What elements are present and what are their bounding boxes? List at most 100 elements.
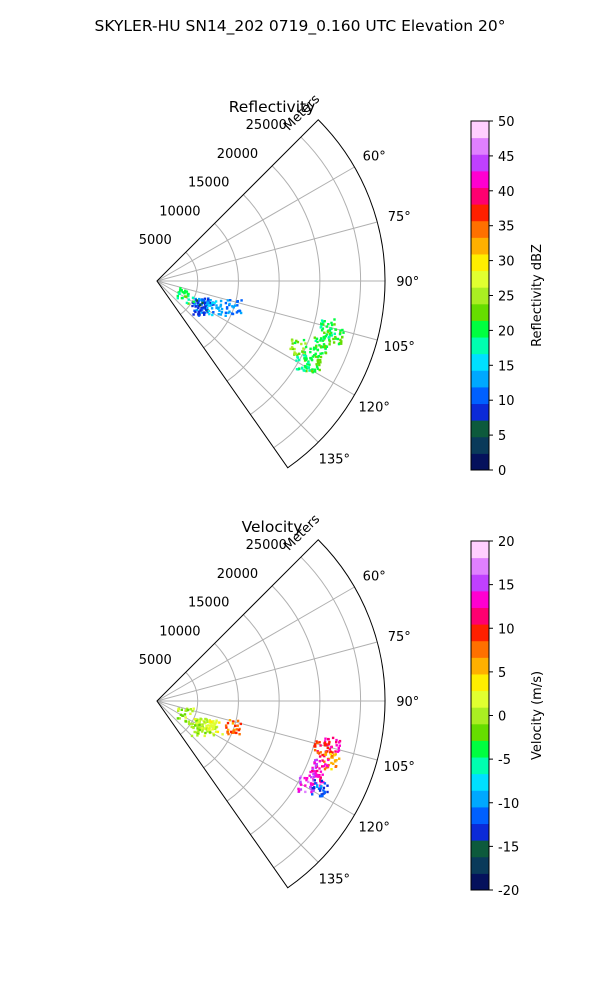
echo-pixel (299, 788, 303, 791)
echo-pixel (293, 347, 296, 351)
echo-pixel (232, 306, 235, 309)
echo-pixel (295, 359, 298, 362)
echo-pixel (198, 303, 202, 307)
azimuth-tick-label: 75° (388, 210, 411, 225)
echo-pixel (198, 297, 201, 301)
echo-pixel (215, 726, 218, 729)
echo-pixel (311, 768, 314, 771)
azimuth-gridline (156, 641, 378, 702)
echo-pixel (316, 361, 320, 364)
echo-cell (295, 354, 312, 372)
colorbar-tick-label: 50 (498, 115, 515, 130)
colorbar-band (471, 353, 489, 371)
echo-pixel (314, 355, 318, 358)
echo-pixel (334, 753, 337, 756)
echo-pixel (224, 314, 227, 317)
echo-pixel (313, 779, 316, 782)
echo-pixel (239, 722, 242, 726)
echo-pixel (212, 726, 215, 729)
echo-pixel (328, 748, 332, 751)
echo-pixel (322, 781, 325, 784)
echo-pixel (298, 352, 301, 355)
echo-pixel (195, 724, 198, 727)
echo-pixel (311, 766, 314, 770)
echo-pixel (240, 299, 243, 302)
echo-pixel (305, 367, 309, 370)
echo-pixel (296, 355, 299, 359)
echo-pixel (203, 313, 206, 316)
echo-pixel (238, 309, 241, 312)
echo-pixel (308, 774, 311, 777)
colorbar-tick-label: -15 (498, 840, 519, 855)
echo-pixel (209, 720, 212, 723)
echo-pixel (228, 310, 231, 313)
echo-pixel (316, 355, 319, 359)
echo-pixel (190, 734, 194, 738)
echo-pixel (201, 298, 204, 301)
echo-pixel (316, 750, 319, 753)
echo-pixel (320, 319, 324, 322)
echo-pixel (289, 347, 292, 351)
echo-pixel (216, 730, 220, 734)
echo-pixel (316, 785, 319, 788)
echo-cell (313, 740, 331, 758)
echo-pixel (211, 313, 214, 317)
echo-pixel (316, 348, 320, 352)
echo-pixel (310, 776, 313, 779)
echo-pixel (224, 311, 228, 314)
echo-pixel (323, 760, 326, 763)
echo-pixel (313, 749, 317, 752)
echo-pixel (201, 728, 204, 732)
echo-pixel (323, 346, 326, 349)
colorbar-band (471, 723, 489, 741)
echo-pixel (303, 357, 306, 360)
echo-pixel (301, 350, 304, 353)
echo-pixel (325, 333, 328, 336)
echo-pixel (177, 708, 180, 711)
range-tick-label: 10000 (159, 204, 200, 219)
echo-pixel (304, 784, 307, 787)
echo-pixel (310, 370, 314, 373)
azimuth-tick-label: 60° (363, 570, 386, 585)
echo-pixel (323, 320, 326, 323)
echo-pixel (321, 773, 324, 776)
echo-pixel (332, 337, 335, 341)
echo-pixel (225, 307, 229, 310)
echo-pixel (225, 726, 228, 729)
echo-pixel (192, 707, 195, 710)
echo-pixel (187, 720, 190, 723)
echo-pixel (207, 298, 210, 301)
echo-pixel (335, 738, 338, 742)
colorbar-band (471, 436, 489, 454)
azimuth-tick-label: 120° (359, 400, 390, 415)
echo-pixel (324, 335, 327, 338)
azimuth-gridline (156, 280, 378, 341)
echo-pixel (184, 289, 187, 292)
echo-pixel (176, 297, 179, 300)
echo-pixel (320, 785, 323, 788)
echo-pixel (185, 290, 189, 293)
echo-pixel (322, 789, 325, 792)
echo-pixel (326, 330, 329, 333)
echo-pixel (226, 721, 230, 725)
echo-pixel (299, 782, 302, 785)
colorbar-band (471, 370, 489, 388)
range-ring (226, 614, 280, 802)
echo-pixel (322, 765, 325, 768)
range-ring (273, 556, 361, 869)
echo-pixel (197, 730, 200, 733)
echo-pixel (325, 743, 329, 747)
echo-pixel (235, 311, 239, 314)
echo-pixel (312, 772, 315, 776)
echo-pixel (299, 783, 303, 786)
echo-pixel (201, 730, 204, 733)
echo-pixel (201, 723, 204, 726)
echo-pixel (203, 734, 206, 738)
echo-pixel (199, 309, 202, 312)
figure-title: SKYLER-HU SN14_202 0719_0.160 UTC Elevat… (95, 17, 506, 36)
colorbar-band (471, 204, 489, 222)
echo-pixel (204, 717, 207, 721)
echo-pixel (335, 741, 338, 744)
echo-pixel (235, 728, 238, 731)
echo-pixel (228, 719, 232, 722)
